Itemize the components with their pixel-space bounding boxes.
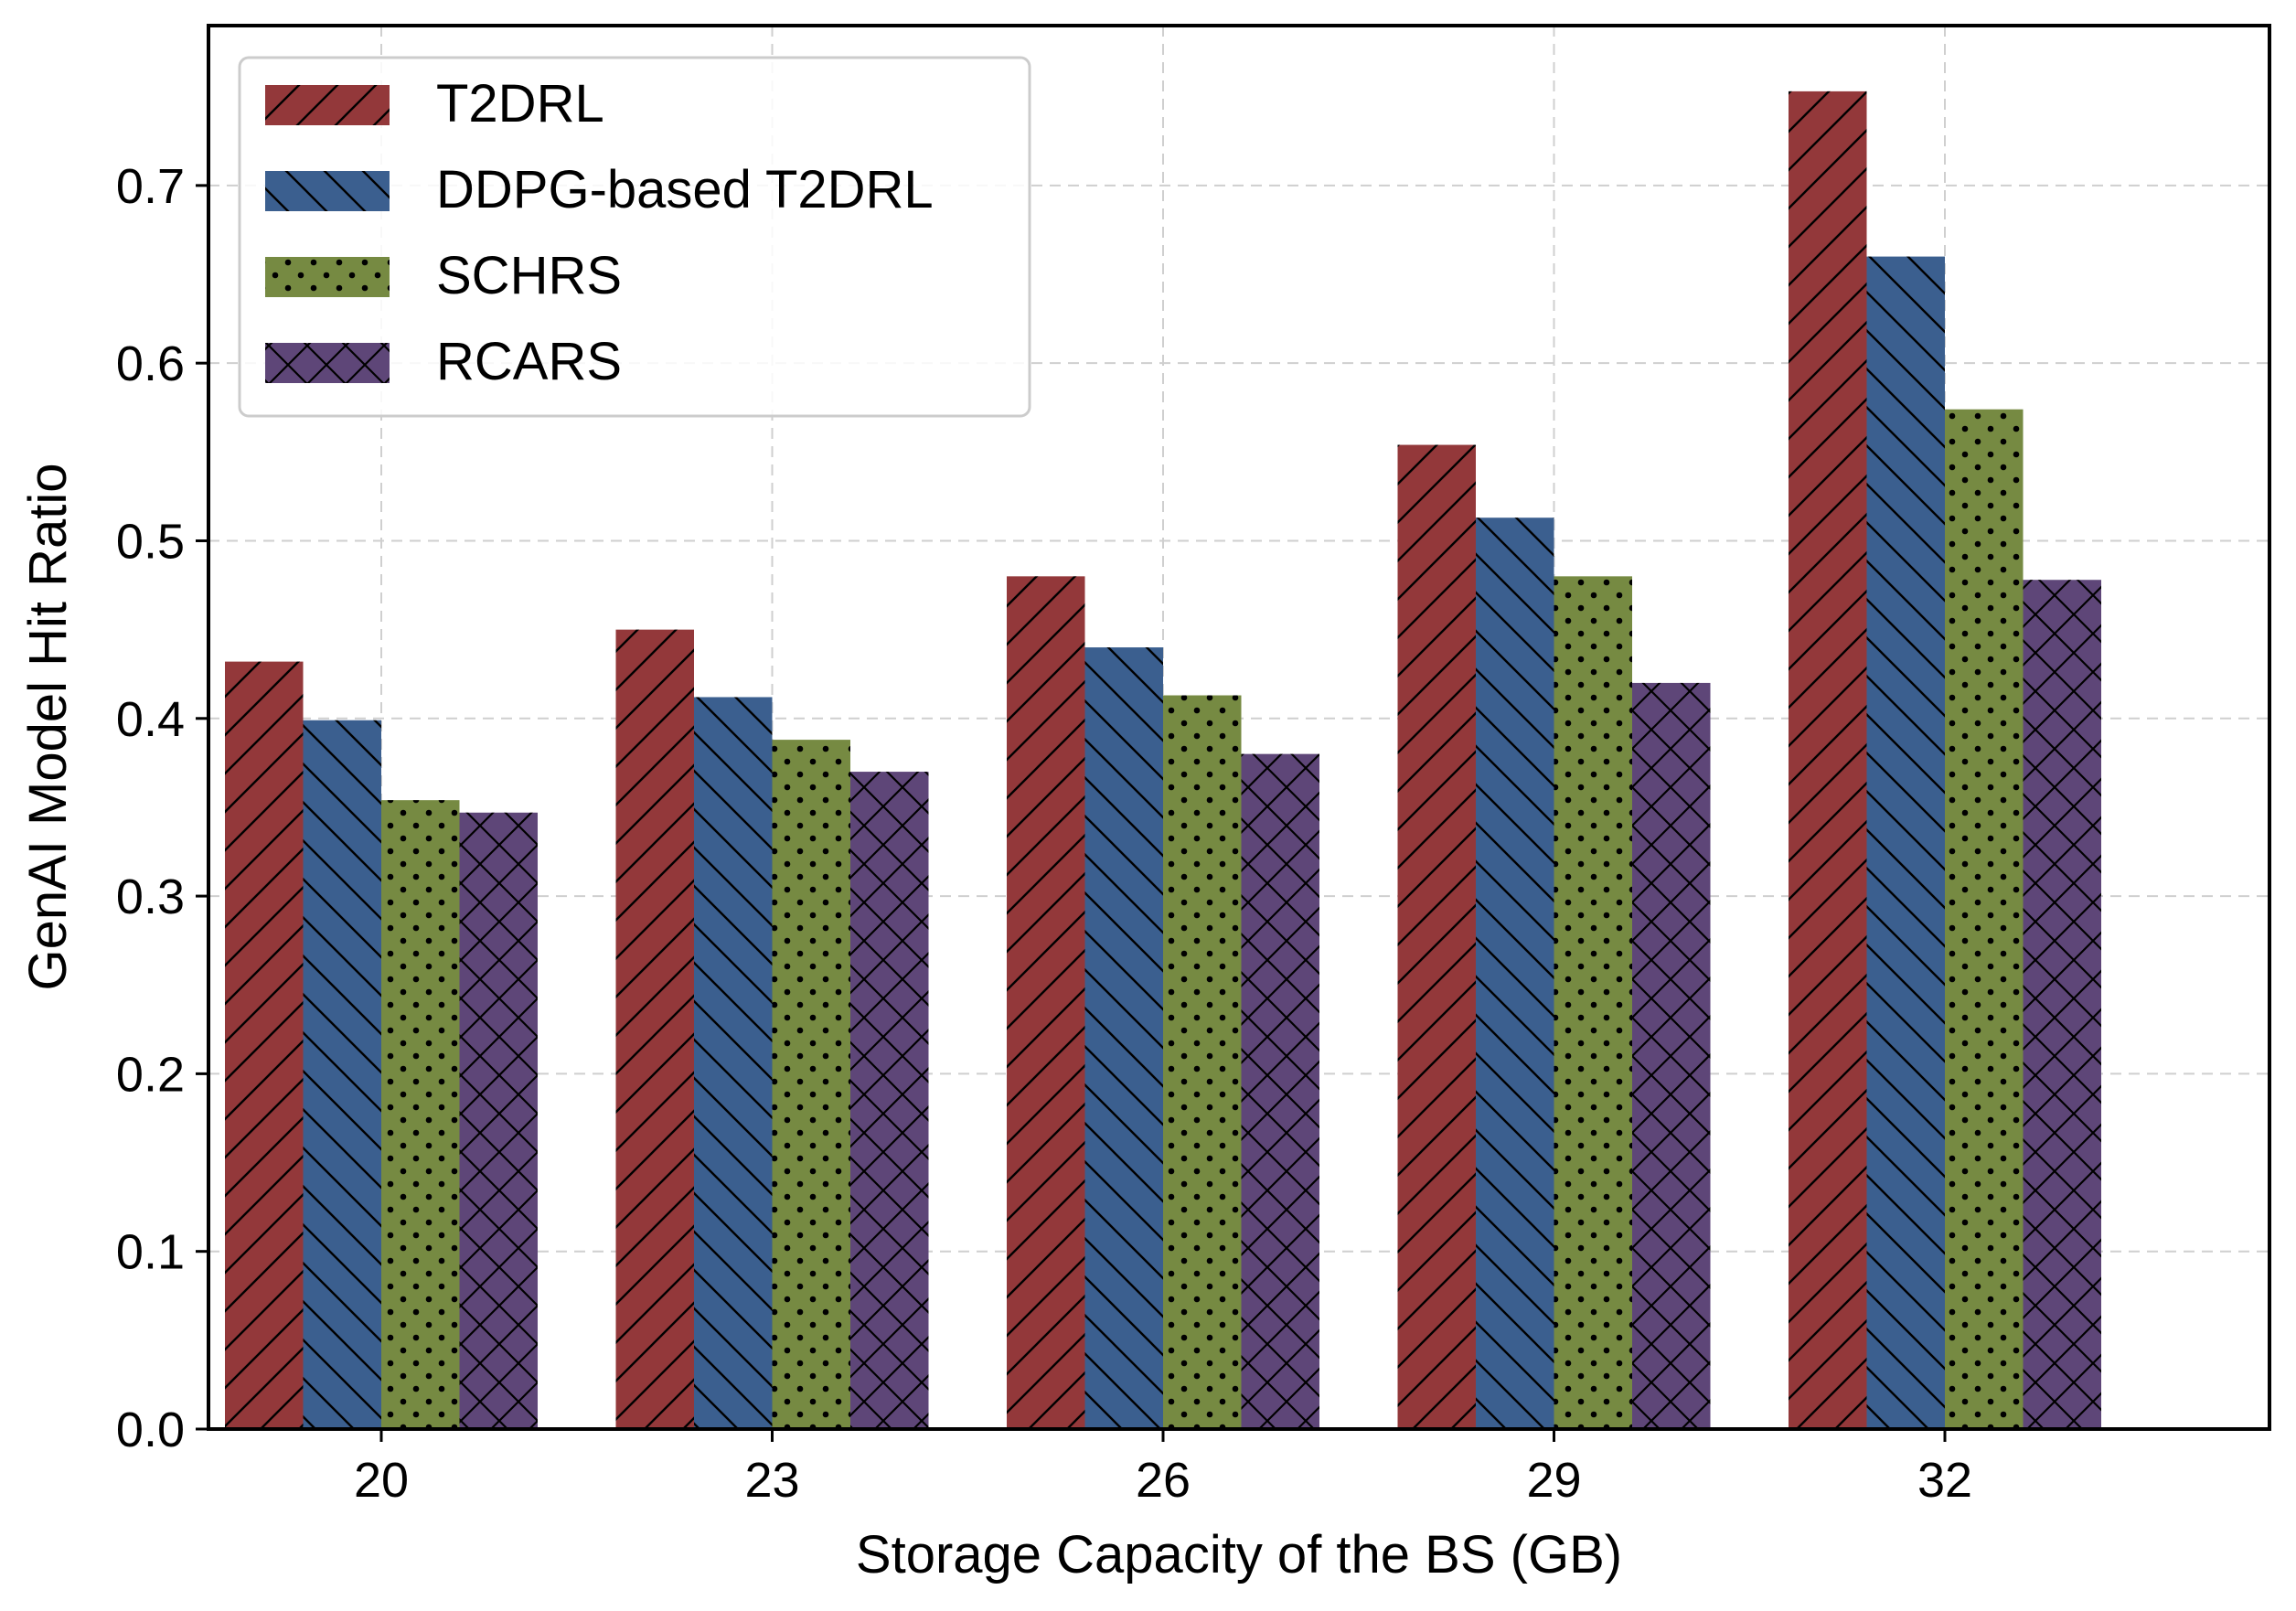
legend-label: SCHRS xyxy=(436,246,622,305)
bar xyxy=(381,800,460,1429)
bar xyxy=(459,812,538,1429)
legend: T2DRL DDPG-based T2DRL SCHRS RCARS xyxy=(238,56,1031,418)
bar xyxy=(772,740,850,1429)
bar xyxy=(1945,409,2024,1430)
x-axis-label: Storage Capacity of the BS (GB) xyxy=(856,1525,1622,1584)
y-tick-label: 0.7 xyxy=(116,159,185,214)
y-tick-label: 0.1 xyxy=(116,1225,185,1280)
legend-label: RCARS xyxy=(436,332,622,391)
bar xyxy=(1084,647,1163,1429)
y-tick-label: 0.4 xyxy=(116,692,185,747)
x-tick-label: 26 xyxy=(1136,1453,1191,1508)
y-tick-label: 0.5 xyxy=(116,514,185,569)
legend-item: DDPG-based T2DRL xyxy=(265,160,934,219)
bar xyxy=(1163,695,1242,1429)
bar xyxy=(1007,576,1085,1429)
legend-frame xyxy=(238,56,1031,418)
legend-item: T2DRL xyxy=(265,74,604,133)
bar xyxy=(225,661,304,1429)
bar-series xyxy=(225,91,2101,1430)
legend-item: SCHRS xyxy=(265,246,622,305)
bar xyxy=(1866,256,1945,1429)
y-tick-label: 0.0 xyxy=(116,1403,185,1457)
legend-item: RCARS xyxy=(265,332,622,391)
bar xyxy=(615,629,694,1429)
bar xyxy=(1789,91,1867,1429)
bar xyxy=(2023,580,2101,1429)
bar xyxy=(1241,753,1319,1429)
bar xyxy=(1632,682,1711,1429)
y-axis-label: GenAI Model Hit Ratio xyxy=(18,463,78,990)
bar xyxy=(1554,576,1632,1429)
x-tick-label: 32 xyxy=(1917,1453,1972,1508)
x-tick-label: 20 xyxy=(354,1453,409,1508)
y-tick-label: 0.2 xyxy=(116,1047,185,1102)
y-tick-label: 0.3 xyxy=(116,870,185,924)
y-tick-label: 0.6 xyxy=(116,336,185,391)
plot-frame xyxy=(207,24,2271,1431)
legend-label: T2DRL xyxy=(436,74,604,133)
bar xyxy=(850,772,929,1429)
legend-label: DDPG-based T2DRL xyxy=(436,160,934,219)
bar xyxy=(1397,444,1476,1429)
x-axis-ticks: 20 23 26 29 32 xyxy=(354,1429,1972,1508)
bar xyxy=(694,697,773,1429)
bar xyxy=(303,720,381,1429)
y-axis-ticks: 0.0 0.1 0.2 0.3 0.4 0.5 0.6 0.7 xyxy=(116,159,208,1457)
x-tick-label: 23 xyxy=(744,1453,799,1508)
x-tick-label: 29 xyxy=(1526,1453,1581,1508)
bar xyxy=(1476,517,1554,1429)
